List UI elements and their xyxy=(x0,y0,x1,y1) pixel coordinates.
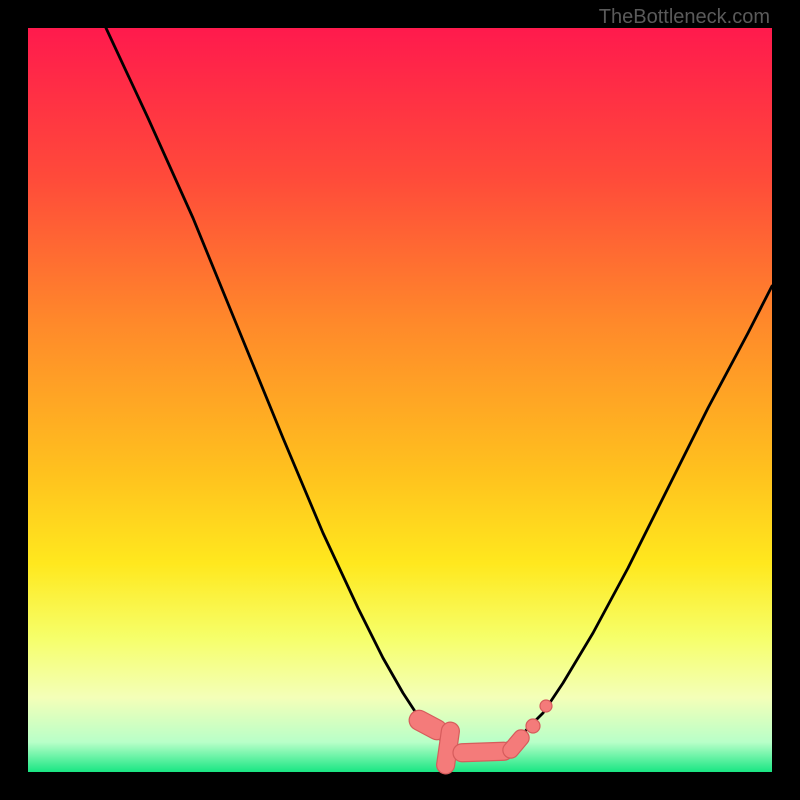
curve-right-branch xyxy=(528,286,772,728)
watermark-text: TheBottleneck.com xyxy=(599,6,770,29)
curve-layer xyxy=(28,28,772,772)
curve-left-branch xyxy=(106,28,428,728)
chart-frame: TheBottleneck.com xyxy=(0,0,800,800)
plot-area xyxy=(28,28,772,772)
valley-markers xyxy=(406,700,552,775)
